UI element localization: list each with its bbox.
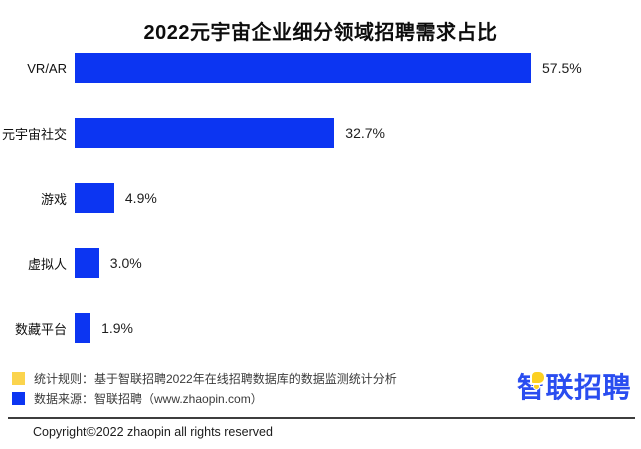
chart-title: 2022元宇宙企业细分领域招聘需求占比: [143, 22, 498, 44]
bar-row: 元宇宙社交 32.7%: [0, 118, 641, 148]
bar-track: 3.0%: [75, 248, 641, 278]
bars-area: VR/AR 57.5% 元宇宙社交 32.7% 游戏 4.9% 虚拟人 3.0% 数藏平台 1.9…: [0, 53, 641, 378]
bar-row: VR/AR 57.5%: [0, 53, 641, 83]
bar-track: 57.5%: [75, 53, 641, 83]
bar-row: 数藏平台 1.9%: [0, 313, 641, 343]
category-label: 游戏: [40, 191, 67, 207]
legend-item-rule: 统计规则：基于智联招聘2022年在线招聘数据库的数据监测统计分析: [12, 368, 397, 388]
value-label: 3.0%: [109, 255, 142, 271]
legend-swatch-blue: [12, 391, 25, 405]
category-label: 虚拟人: [27, 256, 67, 272]
zhaopin-logo-dot-icon: [533, 385, 539, 389]
legend-label-source: 数据来源：智联招聘（www.zhaopin.com）: [34, 391, 263, 406]
zhaopin-logo-bubble-icon: [531, 372, 544, 383]
zhaopin-logo: 智联招聘: [517, 372, 631, 406]
legend-swatch-yellow: [12, 371, 25, 385]
value-label: 57.5%: [542, 60, 582, 76]
bar: [75, 53, 531, 83]
bar-row: 游戏 4.9%: [0, 183, 641, 213]
bar-track: 1.9%: [75, 313, 641, 343]
bar: [75, 183, 114, 213]
category-label: 数藏平台: [14, 321, 67, 337]
legend-label-rule: 统计规则：基于智联招聘2022年在线招聘数据库的数据监测统计分析: [34, 371, 397, 386]
bar: [75, 118, 335, 148]
bar: [75, 313, 91, 343]
bar-track: 4.9%: [75, 183, 641, 213]
legend-item-source: 数据来源：智联招聘（www.zhaopin.com）: [12, 388, 397, 408]
value-label: 4.9%: [124, 190, 157, 206]
value-label: 32.7%: [345, 125, 385, 141]
bar-row: 虚拟人 3.0%: [0, 248, 641, 278]
footer-divider: [8, 417, 635, 419]
value-label: 1.9%: [101, 320, 134, 336]
source-legend: 统计规则：基于智联招聘2022年在线招聘数据库的数据监测统计分析 数据来源：智联…: [12, 368, 397, 408]
bar-track: 32.7%: [75, 118, 641, 148]
copyright-text: Copyright©2022 zhaopin all rights reserv…: [33, 425, 273, 439]
category-label: VR/AR: [27, 60, 67, 76]
bar: [75, 248, 99, 278]
category-label: 元宇宙社交: [1, 126, 67, 142]
